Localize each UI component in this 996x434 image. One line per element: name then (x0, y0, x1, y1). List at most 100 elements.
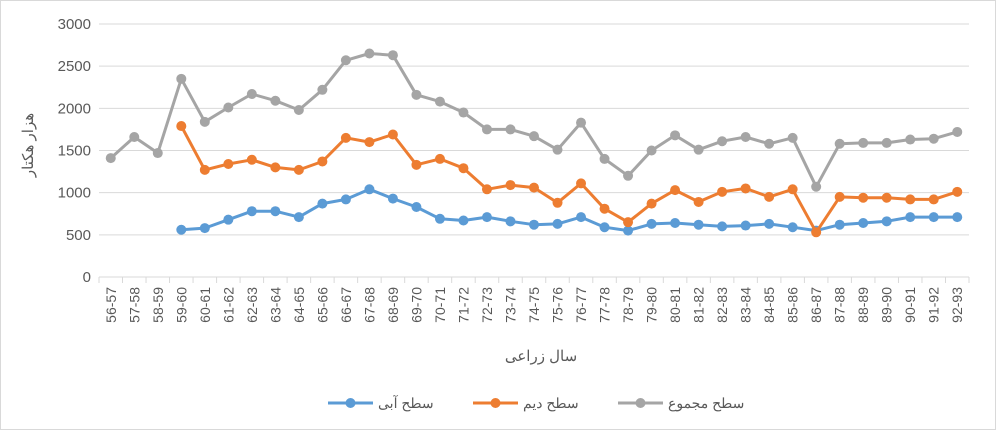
data-point (576, 212, 587, 223)
data-point (458, 215, 469, 226)
legend-label: سطح دیم (523, 395, 579, 412)
data-point (105, 153, 116, 164)
x-tick-label: 92-93 (949, 287, 965, 323)
x-axis-title: سال زراعی (505, 348, 577, 365)
data-point (928, 133, 939, 144)
data-point (411, 202, 422, 213)
data-point (858, 192, 869, 203)
data-point (176, 73, 187, 84)
y-tick-label: 3000 (58, 16, 91, 33)
data-point (293, 164, 304, 175)
data-point (293, 105, 304, 116)
x-tick-label: 78-79 (620, 287, 636, 323)
data-point (270, 206, 281, 217)
data-point (529, 182, 539, 193)
data-point (646, 218, 657, 229)
data-point (881, 137, 892, 148)
y-axis-ticks: 0 500 1000 1500 2000 2500 3000 (58, 16, 91, 286)
data-point (199, 164, 210, 175)
legend-label: سطح آبی (378, 394, 434, 412)
data-point (764, 138, 775, 149)
data-point (434, 213, 445, 224)
x-tick-label: 68-69 (385, 287, 401, 323)
data-point (787, 132, 798, 143)
x-tick-label: 57-58 (126, 287, 142, 323)
data-point (717, 221, 728, 232)
data-point (364, 184, 375, 195)
x-tick-label: 59-60 (173, 287, 189, 323)
data-point (387, 193, 398, 204)
y-tick-label: 500 (66, 227, 91, 244)
data-point (364, 137, 375, 148)
data-point (364, 48, 375, 59)
data-point (858, 137, 869, 148)
data-point (623, 170, 634, 181)
x-tick-label: 91-92 (926, 287, 942, 323)
data-point (411, 89, 422, 100)
data-point (505, 180, 516, 191)
data-point (599, 222, 610, 233)
data-point (481, 212, 492, 223)
data-point (740, 220, 751, 231)
data-point (764, 191, 775, 202)
x-tick-label: 73-74 (502, 287, 518, 323)
data-point (458, 107, 469, 118)
data-point (223, 214, 234, 225)
data-point (717, 136, 728, 147)
data-point (411, 159, 422, 170)
data-point (434, 96, 445, 107)
data-point (928, 194, 939, 205)
x-tick-label: 85-86 (785, 287, 801, 323)
data-point (905, 194, 916, 205)
data-point (834, 191, 845, 202)
x-tick-label: 88-89 (855, 287, 871, 323)
data-point (834, 138, 845, 149)
data-point (270, 162, 281, 173)
data-point (905, 134, 916, 145)
x-tick-label: 61-62 (220, 287, 236, 323)
y-tick-label: 0 (83, 269, 91, 286)
series-2 (105, 48, 963, 192)
data-point (670, 130, 681, 141)
series-line (109, 52, 958, 189)
x-tick-label: 74-75 (526, 287, 542, 323)
x-tick-label: 72-73 (479, 287, 495, 323)
data-point (199, 116, 210, 127)
data-point (787, 222, 798, 233)
data-point (505, 124, 516, 135)
data-point (246, 88, 257, 99)
data-point (317, 198, 328, 209)
x-tick-label: 80-81 (667, 287, 683, 323)
data-point (811, 227, 822, 238)
data-point (246, 206, 257, 217)
x-tick-label: 82-83 (714, 287, 730, 323)
data-point (552, 144, 563, 155)
data-point (693, 219, 704, 230)
data-point (599, 153, 610, 164)
y-axis-title: هزار هکتار (20, 113, 37, 178)
data-point (317, 84, 328, 95)
data-point (340, 132, 351, 143)
series-group (105, 48, 963, 238)
data-point (552, 218, 563, 229)
x-tick-label: 60-61 (197, 287, 213, 323)
data-point (552, 197, 563, 208)
data-point (740, 132, 751, 143)
x-tick-label: 58-59 (150, 287, 166, 323)
y-tick-label: 1000 (58, 185, 91, 202)
data-point (717, 186, 728, 197)
x-axis-ticks: 56-57 57-58 58-59 59-60 60-61 61-62 62-63 63-64… (98, 276, 970, 323)
data-point (529, 219, 539, 230)
data-point (152, 148, 163, 159)
series-line (181, 187, 958, 233)
data-point (176, 121, 187, 132)
legend-swatch-marker (490, 398, 501, 408)
data-point (811, 181, 822, 192)
data-point (387, 50, 398, 61)
data-point (599, 203, 610, 214)
data-point (199, 223, 210, 234)
series-1 (176, 121, 963, 238)
data-point (764, 218, 775, 229)
